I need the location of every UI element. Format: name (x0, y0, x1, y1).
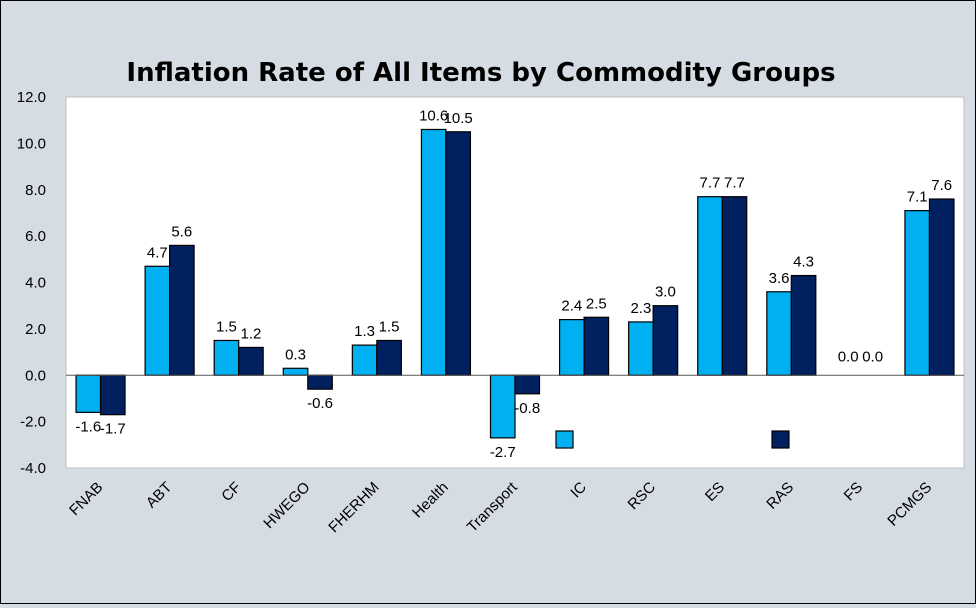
y-tick-label: 6.0 (25, 228, 46, 245)
data-label: 4.7 (147, 244, 168, 261)
bar-ras-s2 (790, 274, 817, 376)
bars (75, 128, 955, 439)
y-tick-label: -4.0 (20, 460, 46, 477)
y-tick-label: 2.0 (25, 321, 46, 338)
bar-es-s2 (721, 196, 748, 376)
bar-fnab-s1 (75, 374, 102, 413)
data-labels: -1.6 4.7 1.5 0.3 1.3 10.6 -2.7 2.4 2.3 7.7 3.6 0.0 7… (75, 107, 952, 460)
y-tick-label: 12.0 (17, 89, 46, 106)
x-tick-label: Health (409, 479, 452, 522)
data-label: 0.3 (285, 346, 306, 363)
y-tick-label: 8.0 (25, 182, 46, 199)
data-label: 7.7 (700, 175, 721, 192)
data-label: 1.3 (354, 323, 375, 340)
x-tick-label: PCMGS (884, 479, 935, 530)
x-tick-label: FNAB (66, 479, 106, 519)
x-tick-label: FS (841, 479, 867, 505)
data-label: 2.3 (630, 300, 651, 317)
data-label: 4.3 (793, 254, 814, 271)
data-label: -1.6 (75, 418, 101, 435)
bar-hwego-s2 (307, 374, 333, 390)
x-tick-label: ES (702, 479, 728, 505)
bar-ic-s1 (558, 319, 585, 376)
y-axis-labels: -4.0 -2.0 0.0 2.0 4.0 6.0 8.0 10.0 12.0 (17, 89, 46, 477)
bar-pcmgs-s1 (904, 210, 931, 376)
legend-swatch-s1 (555, 430, 574, 449)
chart-title: Inflation Rate of All Items by Commodity… (126, 58, 835, 88)
bar-transport-s1 (489, 374, 516, 439)
bar-rsc-s2 (652, 305, 679, 376)
bar-ic-s2 (583, 316, 610, 376)
data-label: 0.0 (862, 348, 883, 365)
data-label: 10.5 (444, 110, 473, 127)
bar-rsc-s1 (628, 321, 654, 376)
bar-abt-s2 (169, 244, 195, 376)
x-axis-labels: FNAB ABT CF HWEGO FHERHM Health Transport IC RSC… (66, 478, 935, 536)
y-tick-label: 0.0 (25, 367, 46, 384)
x-tick-label: ABT (143, 479, 176, 512)
legend-swatch-s2 (771, 430, 790, 449)
data-label: 10.6 (419, 107, 448, 124)
bar-health-s2 (445, 131, 472, 376)
legend (555, 430, 790, 449)
x-tick-label: FHERHM (325, 479, 382, 536)
data-label: 7.7 (724, 175, 745, 192)
data-label: -0.6 (307, 395, 333, 412)
bar-fherhm-s2 (376, 339, 402, 376)
data-label: 2.4 (561, 298, 582, 315)
x-tick-label: RSC (625, 479, 660, 514)
data-label: 5.6 (171, 223, 192, 240)
data-label: -0.8 (514, 400, 540, 417)
y-tick-label: -2.0 (20, 414, 46, 431)
bar-es-s1 (697, 196, 723, 376)
bar-cf-s1 (213, 339, 240, 376)
data-label: -1.7 (100, 421, 126, 438)
bar-pcmgs-s2 (928, 198, 955, 376)
data-label: 7.6 (931, 177, 952, 194)
x-tick-label: HWEGO (260, 479, 313, 532)
data-label: 1.5 (379, 318, 400, 335)
data-label: 1.5 (216, 318, 237, 335)
y-tick-label: 4.0 (25, 275, 46, 292)
data-label: 3.6 (769, 270, 790, 287)
data-label: 3.0 (655, 284, 676, 301)
bar-ras-s1 (766, 291, 792, 376)
data-label: 2.5 (586, 295, 607, 312)
bar-cf-s2 (238, 346, 264, 376)
data-label: -2.7 (490, 444, 516, 461)
x-tick-label: Transport (464, 478, 522, 536)
bar-fherhm-s1 (351, 344, 378, 376)
bar-health-s1 (420, 128, 447, 376)
bar-abt-s1 (144, 265, 171, 376)
data-label: 1.2 (241, 325, 262, 342)
bar-fnab-s2 (99, 374, 126, 416)
data-label: 0.0 (838, 348, 859, 365)
x-tick-label: IC (567, 479, 590, 502)
data-label: 7.1 (907, 189, 928, 206)
x-tick-label: RAS (763, 479, 797, 513)
y-tick-label: 10.0 (17, 135, 46, 152)
bar-hwego-s1 (282, 367, 309, 376)
x-tick-label: CF (218, 479, 244, 505)
bar-transport-s2 (514, 374, 541, 395)
